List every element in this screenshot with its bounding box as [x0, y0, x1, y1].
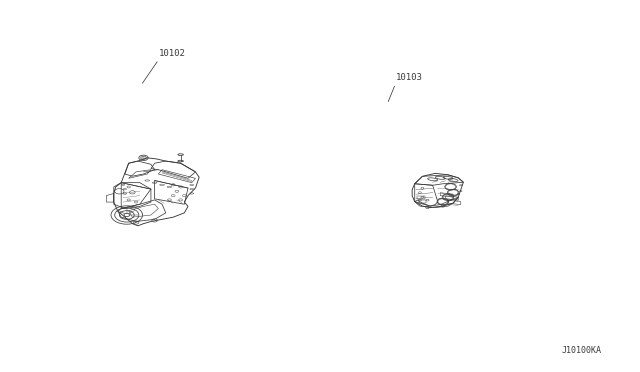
- Text: J10100KA: J10100KA: [562, 346, 602, 355]
- Text: 10103: 10103: [396, 73, 422, 82]
- Text: 10102: 10102: [159, 49, 186, 58]
